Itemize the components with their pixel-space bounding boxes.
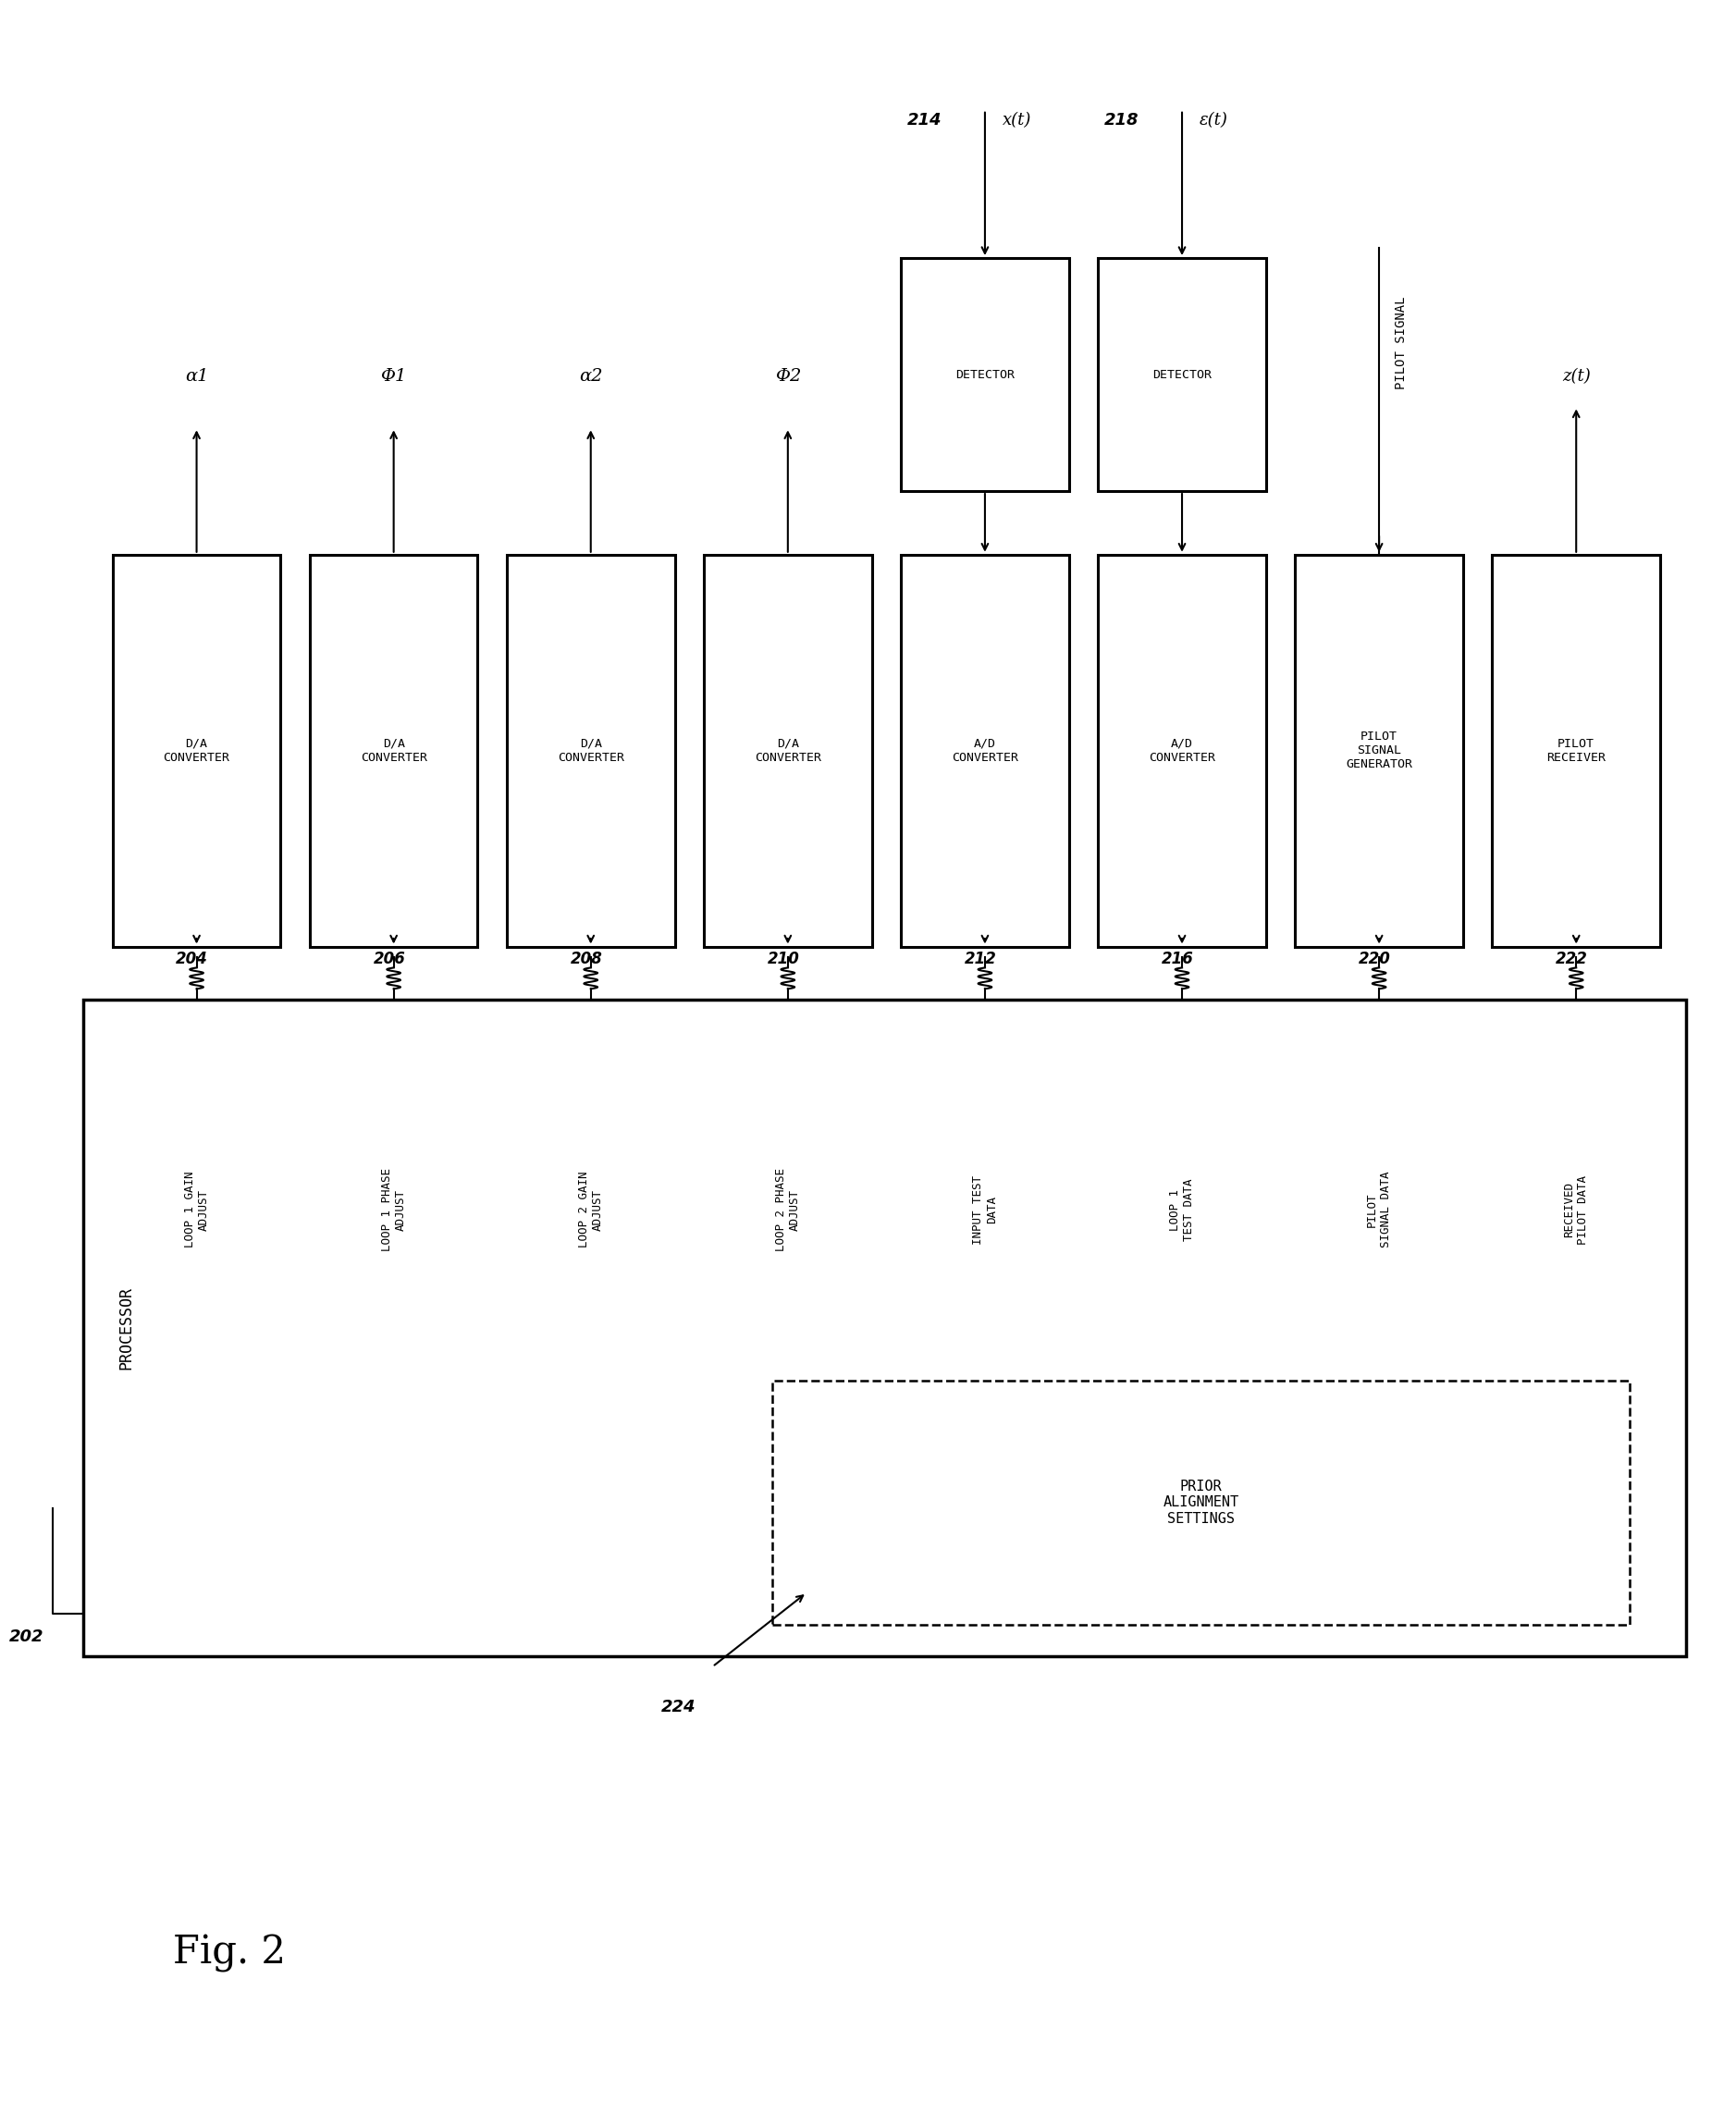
Text: 210: 210: [767, 950, 800, 967]
Bar: [507, 555, 675, 946]
Text: PILOT
RECEIVER: PILOT RECEIVER: [1547, 738, 1606, 763]
Text: 206: 206: [373, 950, 406, 967]
Text: LOOP 1
TEST DATA: LOOP 1 TEST DATA: [1168, 1178, 1194, 1242]
Text: PILOT
SIGNAL
GENERATOR: PILOT SIGNAL GENERATOR: [1345, 731, 1413, 770]
Bar: [309, 555, 477, 946]
Text: 220: 220: [1359, 950, 1391, 967]
Bar: [1099, 257, 1266, 491]
Text: INPUT TEST
DATA: INPUT TEST DATA: [972, 1176, 998, 1244]
Text: 216: 216: [1161, 950, 1194, 967]
Text: x(t): x(t): [1002, 113, 1031, 130]
Bar: [901, 555, 1069, 946]
Text: Φ2: Φ2: [774, 368, 800, 385]
Text: 224: 224: [661, 1699, 696, 1716]
Text: D/A
CONVERTER: D/A CONVERTER: [361, 738, 427, 763]
Text: A/D
CONVERTER: A/D CONVERTER: [951, 738, 1019, 763]
Bar: [83, 999, 1686, 1656]
Text: D/A
CONVERTER: D/A CONVERTER: [755, 738, 821, 763]
Text: PILOT
SIGNAL DATA: PILOT SIGNAL DATA: [1366, 1171, 1392, 1248]
Text: Fig. 2: Fig. 2: [172, 1933, 285, 1973]
Text: ε(t): ε(t): [1200, 113, 1227, 130]
Bar: [1099, 555, 1266, 946]
Text: PROCESSOR: PROCESSOR: [118, 1286, 135, 1369]
Text: LOOP 2 GAIN
ADJUST: LOOP 2 GAIN ADJUST: [578, 1171, 604, 1248]
Text: 214: 214: [908, 113, 943, 130]
Text: 212: 212: [965, 950, 996, 967]
Text: D/A
CONVERTER: D/A CONVERTER: [163, 738, 229, 763]
Bar: [1295, 555, 1463, 946]
Text: LOOP 1 PHASE
ADJUST: LOOP 1 PHASE ADJUST: [380, 1167, 406, 1252]
Bar: [773, 1380, 1630, 1624]
Bar: [113, 555, 281, 946]
Text: 218: 218: [1104, 113, 1139, 130]
Text: 204: 204: [175, 950, 208, 967]
Text: RECEIVED
PILOT DATA: RECEIVED PILOT DATA: [1562, 1176, 1588, 1244]
Text: A/D
CONVERTER: A/D CONVERTER: [1149, 738, 1215, 763]
Text: 222: 222: [1555, 950, 1588, 967]
Text: α2: α2: [580, 368, 602, 385]
Text: Φ1: Φ1: [380, 368, 406, 385]
Text: D/A
CONVERTER: D/A CONVERTER: [557, 738, 623, 763]
Text: 202: 202: [9, 1629, 43, 1646]
Text: α1: α1: [184, 368, 208, 385]
Text: PILOT SIGNAL: PILOT SIGNAL: [1396, 296, 1408, 389]
Text: PRIOR
ALIGNMENT
SETTINGS: PRIOR ALIGNMENT SETTINGS: [1163, 1480, 1240, 1526]
Text: DETECTOR: DETECTOR: [955, 368, 1014, 381]
Bar: [1493, 555, 1660, 946]
Text: DETECTOR: DETECTOR: [1153, 368, 1212, 381]
Bar: [901, 257, 1069, 491]
Text: LOOP 2 PHASE
ADJUST: LOOP 2 PHASE ADJUST: [774, 1167, 800, 1252]
Text: 208: 208: [569, 950, 602, 967]
Bar: [703, 555, 871, 946]
Text: z(t): z(t): [1562, 368, 1590, 385]
Text: LOOP 1 GAIN
ADJUST: LOOP 1 GAIN ADJUST: [184, 1171, 210, 1248]
